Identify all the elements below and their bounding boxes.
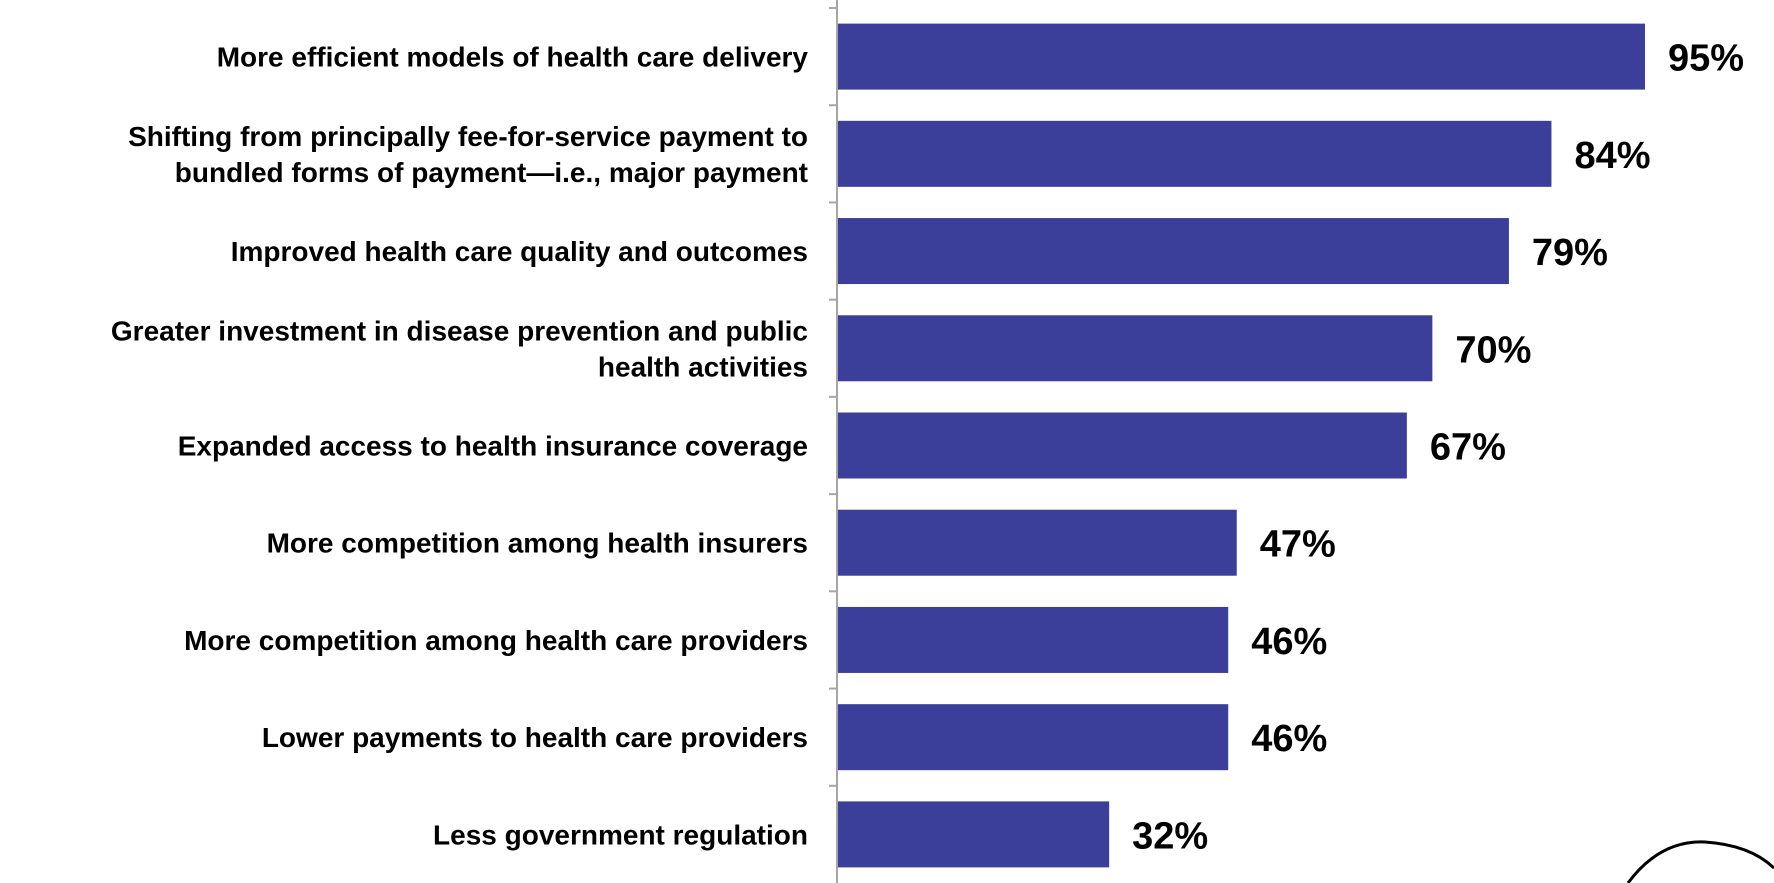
category-label: Shifting from principally fee-for-servic… [128, 121, 808, 188]
value-label: 95% [1668, 38, 1744, 80]
category-label-line: More efficient models of health care del… [217, 42, 809, 73]
category-label-line: Shifting from principally fee-for-servic… [128, 121, 808, 152]
value-label: 67% [1430, 427, 1506, 469]
category-label: Greater investment in disease prevention… [111, 315, 808, 382]
value-label: 70% [1455, 329, 1531, 371]
bar [837, 704, 1229, 771]
value-label: 46% [1251, 718, 1327, 760]
category-axis [829, 0, 838, 883]
category-label: Lower payments to health care providers [262, 722, 808, 753]
value-label: 84% [1574, 135, 1650, 177]
category-labels: More efficient models of health care del… [111, 42, 809, 851]
category-label: Expanded access to health insurance cove… [178, 431, 808, 462]
bar [837, 801, 1110, 868]
bar [837, 606, 1229, 673]
category-label-line: Improved health care quality and outcome… [231, 236, 808, 267]
category-label-line: Expanded access to health insurance cove… [178, 431, 808, 462]
value-label: 79% [1532, 232, 1608, 274]
bar [837, 509, 1237, 576]
category-label-line: health activities [598, 351, 808, 382]
corner-arc [1626, 840, 1774, 883]
category-label-line: bundled forms of payment—i.e., major pay… [175, 157, 808, 188]
value-label: 46% [1251, 621, 1327, 663]
bar [837, 412, 1407, 479]
category-label-line: More competition among health insurers [267, 528, 808, 559]
category-label: More competition among health care provi… [184, 625, 808, 656]
category-label: More efficient models of health care del… [217, 42, 809, 73]
bar [837, 315, 1433, 382]
bar [837, 23, 1645, 90]
value-label: 47% [1260, 524, 1336, 566]
category-label: Improved health care quality and outcome… [231, 236, 808, 267]
category-label-line: More competition among health care provi… [184, 625, 808, 656]
category-label: More competition among health insurers [267, 528, 808, 559]
category-label-line: Lower payments to health care providers [262, 722, 808, 753]
category-label: Less government regulation [433, 819, 808, 850]
bars-group [837, 23, 1645, 868]
value-labels: 95% 84% 79% 70% 67% 47% 46% 46% 32% [1132, 38, 1744, 858]
bar [837, 120, 1552, 187]
value-label: 32% [1132, 815, 1208, 857]
category-label-line: Greater investment in disease prevention… [111, 315, 808, 346]
category-label-line: Less government regulation [433, 819, 808, 850]
corner-decoration [1626, 840, 1774, 883]
bar [837, 218, 1509, 285]
